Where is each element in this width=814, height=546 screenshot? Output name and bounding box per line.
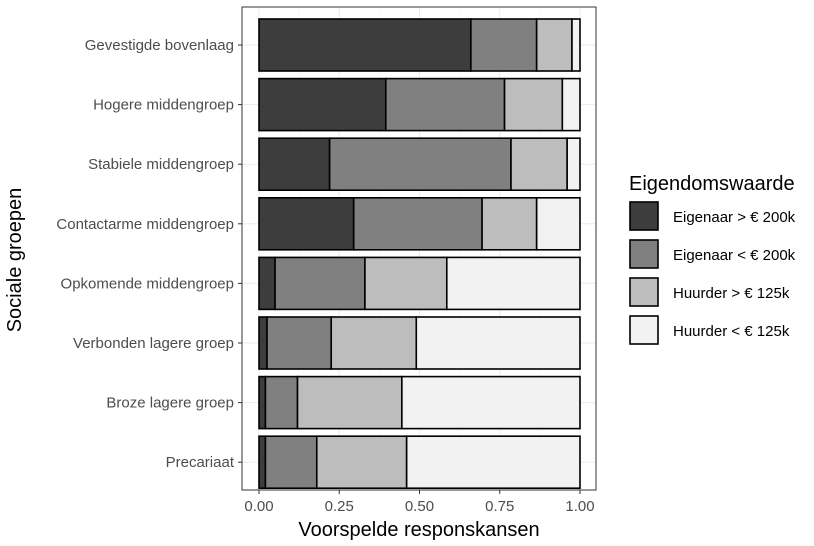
bar-segment	[481, 197, 538, 251]
x-tick-label: 0.00	[244, 498, 273, 515]
legend-label: Eigenaar > € 200k	[673, 209, 796, 226]
bar-segment	[571, 18, 581, 72]
bar-segment	[258, 77, 387, 132]
bar-segment	[258, 435, 267, 490]
bar-segment	[470, 18, 538, 72]
bar-segment	[330, 316, 418, 370]
x-tick-label: 0.50	[405, 498, 434, 515]
bar-segment	[274, 256, 366, 311]
legend-label: Huurder < € 125k	[673, 323, 790, 340]
x-axis-title: Voorspelde responskansen	[298, 519, 539, 541]
y-tick-label: Gevestigde bovenlaag	[85, 37, 234, 54]
y-axis-title: Sociale groepen	[4, 188, 26, 333]
legend-label: Huurder > € 125k	[673, 285, 790, 302]
bar-segment	[296, 375, 403, 430]
bar-segment	[510, 137, 568, 191]
x-axis: 0.00 0.25 0.50 0.75 1.00	[244, 490, 595, 515]
bar-segment	[264, 435, 318, 490]
y-tick-label: Broze lagere groep	[106, 395, 234, 412]
legend-swatch	[629, 201, 659, 231]
bar-segment	[258, 316, 268, 370]
x-tick-label: 0.75	[485, 498, 514, 515]
y-tick-label: Precariaat	[166, 454, 235, 471]
legend-label: Eigenaar < € 200k	[673, 247, 796, 264]
legend: Eigendomswaarde Eigenaar > € 200k Eigenaa…	[629, 173, 796, 345]
bar-segment	[315, 435, 408, 490]
bar-segment	[503, 77, 564, 132]
x-tick-label: 0.25	[325, 498, 354, 515]
bars	[258, 18, 581, 490]
legend-title: Eigendomswaarde	[629, 173, 795, 195]
bar-segment	[258, 256, 276, 311]
bar-segment	[401, 375, 581, 430]
bar-segment	[405, 435, 581, 490]
y-tick-label: Verbonden lagere groep	[73, 335, 234, 352]
y-tick-label: Contactarme middengroep	[56, 216, 234, 233]
bar-segment	[535, 18, 573, 72]
y-axis: Gevestigde bovenlaag Hogere middengroep St…	[56, 37, 242, 471]
bar-segment	[258, 375, 267, 430]
bar-segment	[266, 316, 333, 370]
legend-swatch	[629, 277, 659, 307]
bar-segment	[566, 137, 581, 191]
bar-segment	[264, 375, 299, 430]
bar-segment	[258, 137, 331, 191]
y-tick-label: Stabiele middengroep	[88, 156, 234, 173]
y-tick-label: Hogere middengroep	[93, 97, 234, 114]
bar-segment	[415, 316, 581, 370]
bar-segment	[364, 256, 448, 311]
bar-segment	[352, 197, 483, 251]
bar-segment	[384, 77, 506, 132]
bar-segment	[258, 18, 472, 72]
y-tick-label: Opkomende middengroep	[61, 275, 234, 292]
bar-segment	[258, 197, 355, 251]
bar-segment	[535, 197, 581, 251]
bar-segment	[328, 137, 512, 191]
legend-swatch	[629, 239, 659, 269]
legend-swatch	[629, 315, 659, 345]
bar-segment	[445, 256, 581, 311]
x-tick-label: 1.00	[565, 498, 594, 515]
bar-segment	[561, 77, 581, 132]
